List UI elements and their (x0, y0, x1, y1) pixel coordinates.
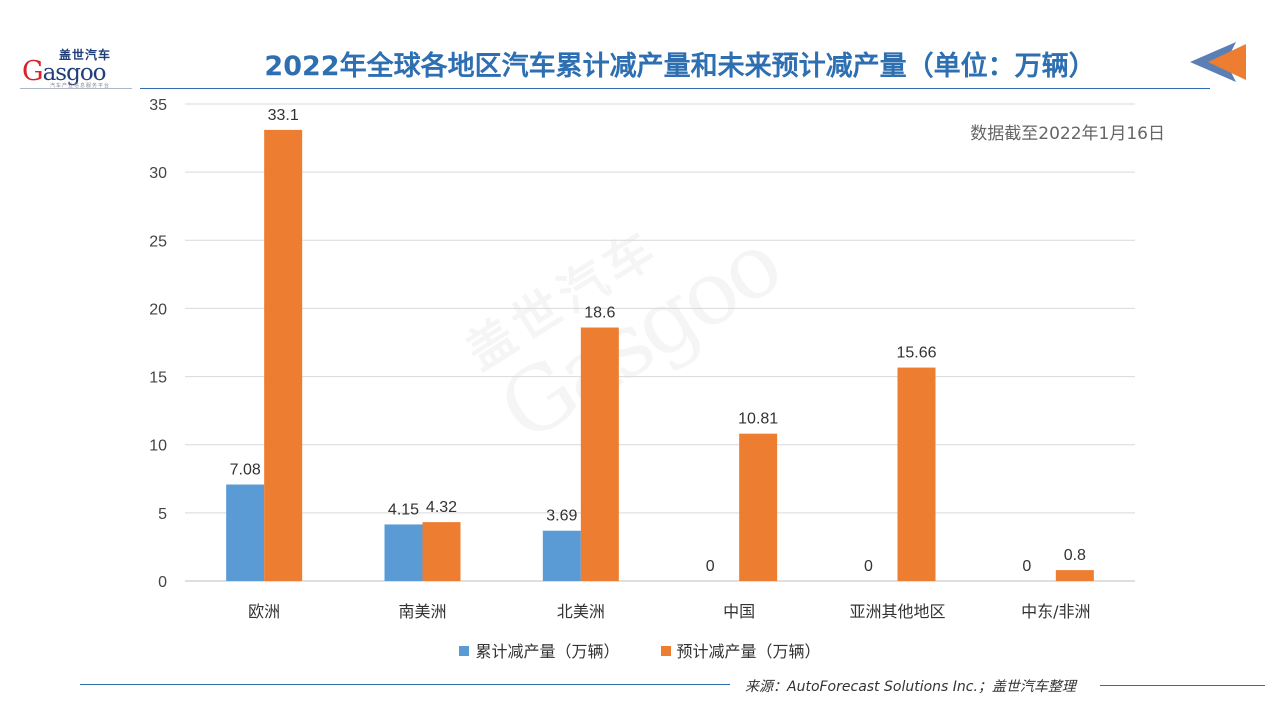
chart-legend: 累计减产量（万辆） 预计减产量（万辆） (0, 638, 1280, 662)
logo-tagline: 汽车产业信息服务平台 (50, 83, 111, 89)
data-label-cumulative: 0 (864, 558, 873, 575)
bar-cumulative (226, 484, 265, 581)
data-label-forecast: 10.81 (738, 411, 778, 428)
logo-cn-text: 盖世汽车 (59, 48, 112, 62)
x-tick-label: 中东/非洲 (1021, 602, 1090, 621)
y-tick-label: 0 (158, 574, 167, 591)
chart-title: 2022年全球各地区汽车累计减产量和未来预计减产量（单位：万辆） (264, 51, 1096, 82)
logo-en-rest: asgoo (42, 60, 107, 86)
bar-cumulative (384, 524, 423, 581)
data-label-forecast: 4.32 (426, 499, 457, 516)
y-tick-label: 35 (149, 97, 167, 114)
data-label-cumulative: 4.15 (388, 501, 419, 518)
bar-cumulative (542, 530, 581, 581)
legend-label-forecast: 预计减产量（万辆） (676, 642, 821, 661)
legend-label-cumulative: 累计减产量（万辆） (475, 642, 620, 661)
x-tick-label: 南美洲 (398, 602, 446, 621)
x-tick-label: 北美洲 (557, 602, 605, 621)
x-tick-label: 中国 (723, 602, 755, 621)
gasgoo-logo: 盖世汽车 Gasgoo 汽车产业信息服务平台 (18, 46, 133, 92)
data-date-note: 数据截至2022年1月16日 (970, 124, 1165, 144)
bar-forecast (739, 433, 778, 581)
y-tick-label: 5 (158, 506, 167, 523)
legend-swatch-forecast (660, 646, 671, 656)
bar-forecast (580, 327, 619, 581)
back-arrow-icon (1190, 42, 1246, 82)
data-label-cumulative: 3.69 (546, 508, 577, 525)
data-label-forecast: 15.66 (896, 345, 936, 362)
data-label-forecast: 33.1 (268, 107, 299, 124)
bar-forecast (264, 129, 303, 581)
y-tick-label: 20 (149, 301, 167, 318)
y-tick-label: 25 (149, 233, 167, 250)
legend-item-cumulative: 累计减产量（万辆） (459, 638, 619, 662)
footer-divider-right (1100, 685, 1265, 686)
data-label-forecast: 0.8 (1064, 547, 1086, 564)
bar-forecast (1055, 570, 1094, 581)
source-note: 来源：AutoForecast Solutions Inc.；盖世汽车整理 (745, 679, 1076, 695)
footer-divider-left (80, 684, 730, 685)
x-tick-label: 欧洲 (248, 602, 280, 621)
bar-forecast (422, 522, 461, 581)
logo-en-text: Gasgoo (22, 56, 107, 87)
data-label-cumulative: 7.08 (230, 462, 261, 479)
legend-item-forecast: 预计减产量（万辆） (660, 638, 821, 662)
title-divider-left (20, 88, 132, 89)
title-divider (140, 88, 1210, 89)
data-label-cumulative: 0 (1022, 558, 1031, 575)
data-label-cumulative: 0 (706, 558, 715, 575)
y-tick-label: 10 (149, 438, 167, 455)
data-label-forecast: 18.6 (584, 305, 615, 322)
bar-forecast (897, 367, 936, 581)
x-tick-label: 亚洲其他地区 (849, 602, 945, 621)
y-tick-label: 15 (149, 370, 167, 387)
legend-swatch-cumulative (459, 646, 470, 656)
logo-en-initial: G (22, 56, 44, 87)
y-tick-label: 30 (149, 165, 167, 182)
